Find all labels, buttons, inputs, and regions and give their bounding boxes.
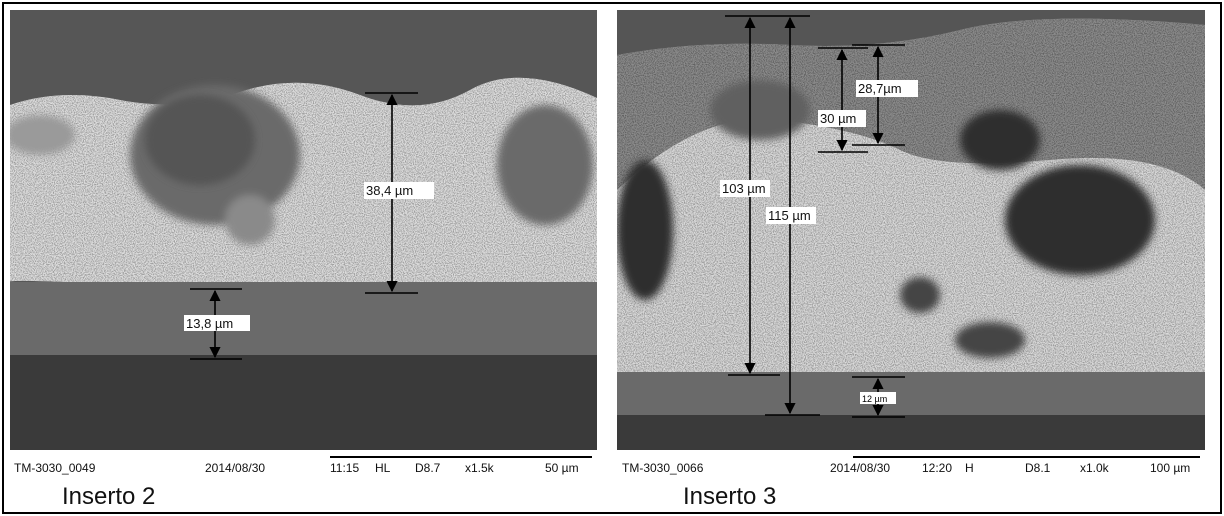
magnification: x1.5k <box>465 461 495 475</box>
figure: 38,4 µm 13,8 µm 103 µm <box>0 0 1224 516</box>
magnification: x1.0k <box>1080 461 1110 475</box>
scale: 50 µm <box>545 461 579 475</box>
image-id: TM-3030_0066 <box>622 461 704 475</box>
distance: D8.7 <box>415 461 441 475</box>
scale: 100 µm <box>1150 461 1190 475</box>
measurement-label: 115 µm <box>768 208 811 223</box>
image-id: TM-3030_0049 <box>14 461 96 475</box>
time: 12:20 <box>922 461 952 475</box>
mode: H <box>965 461 974 475</box>
time: 11:15 <box>330 461 359 475</box>
micrograph-left <box>5 10 597 450</box>
distance: D8.1 <box>1025 461 1051 475</box>
mode: HL <box>375 461 391 475</box>
date: 2014/08/30 <box>830 461 890 475</box>
caption: Inserto 3 <box>683 483 776 510</box>
caption: Inserto 2 <box>62 483 155 510</box>
measurement-label: 13,8 µm <box>186 316 233 331</box>
measurement-label: 28,7µm <box>858 81 902 96</box>
measurement-label: 38,4 µm <box>366 183 413 198</box>
micrograph-right <box>617 10 1205 450</box>
measurement-label: 12 µm <box>862 394 887 404</box>
measurement-label: 30 µm <box>820 111 856 126</box>
date: 2014/08/30 <box>205 461 265 475</box>
measurement-label: 103 µm <box>722 181 766 196</box>
